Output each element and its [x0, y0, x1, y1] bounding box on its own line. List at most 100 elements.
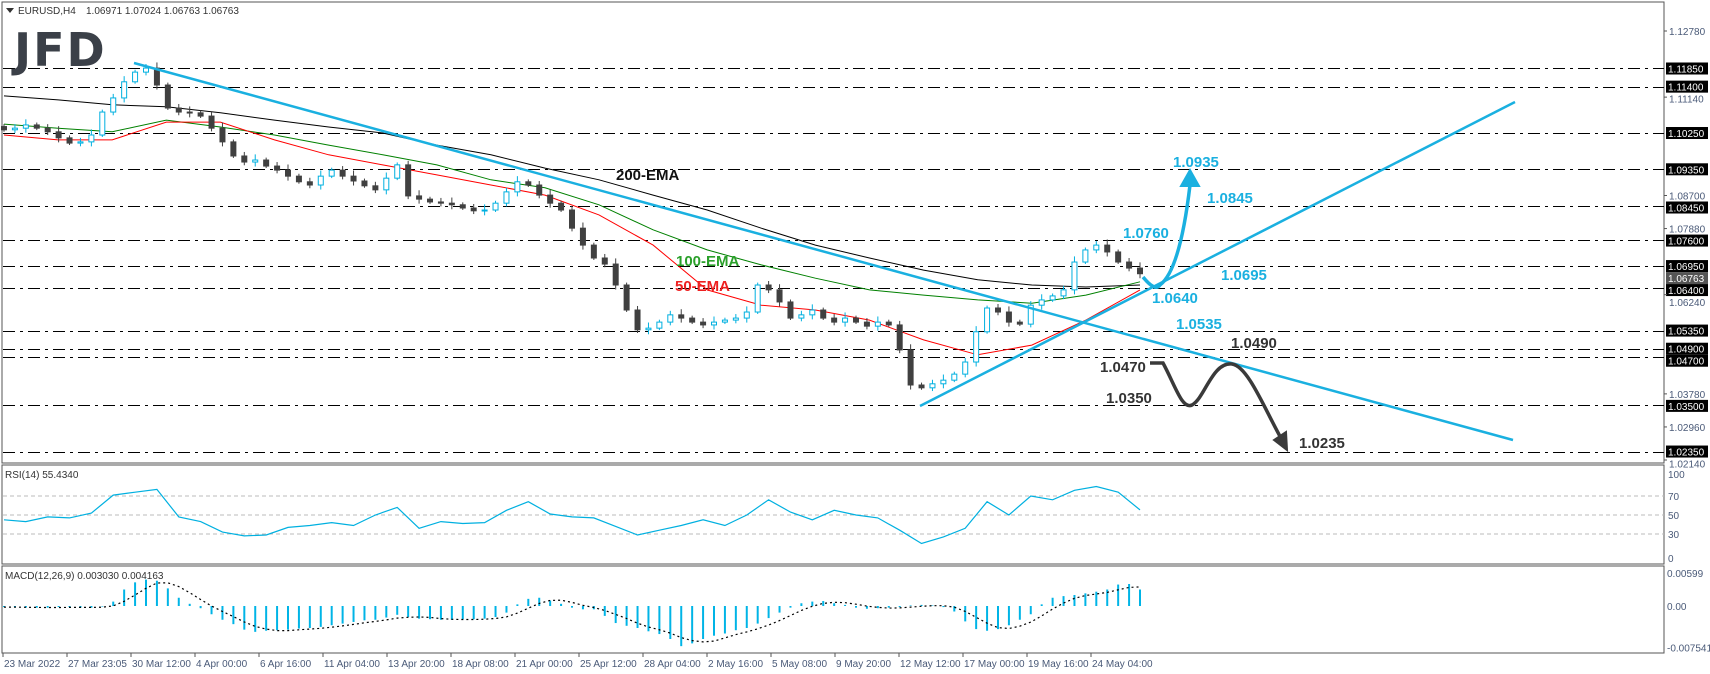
bearish-candle — [1137, 262, 1143, 279]
level-1.0470-label: 1.0470 — [1100, 359, 1146, 376]
candle-body — [492, 202, 499, 211]
rsi-tick-label: 0 — [1668, 554, 1674, 565]
candle-body — [984, 307, 991, 333]
bullish-candle — [492, 200, 499, 212]
candle-body — [678, 314, 685, 319]
bearish-candle — [470, 203, 477, 215]
uptrend-line[interactable] — [919, 100, 1516, 408]
candle-body — [295, 175, 302, 183]
bullish-candle — [929, 379, 936, 392]
candle-body — [590, 244, 597, 259]
candle-body — [831, 317, 838, 323]
bullish-candle — [1071, 256, 1078, 295]
bullish-candle — [1049, 293, 1056, 302]
candle-body — [547, 194, 554, 204]
candle-body — [459, 204, 466, 209]
triangle-down-icon[interactable] — [6, 8, 14, 13]
price-tick-label: 1.12780 — [1669, 27, 1706, 38]
candle-body — [1093, 244, 1100, 251]
bearish-candle — [372, 181, 379, 194]
candle-body — [700, 321, 707, 326]
downtrend-line[interactable] — [133, 61, 1514, 442]
candle-body — [1060, 289, 1067, 297]
ema200-label: 200-EMA — [616, 167, 680, 184]
ema-line-200-ema — [3, 95, 1141, 288]
bearish-candle — [820, 307, 827, 321]
candle-body — [219, 127, 226, 143]
level-price-tag — [1666, 260, 1708, 273]
macd-tick-label: 0.00599 — [1667, 569, 1704, 580]
macd-pane[interactable] — [1, 565, 1665, 654]
level-price-tag — [1666, 62, 1708, 75]
candle-body — [973, 331, 980, 363]
bearish-candle — [579, 222, 586, 250]
time-tick-label: 21 Apr 00:00 — [516, 659, 573, 670]
bearish-candle — [700, 318, 707, 329]
bullish-candle — [132, 69, 139, 84]
candle-body — [1082, 249, 1089, 263]
candle-body — [274, 165, 281, 171]
bullish-candle — [874, 316, 881, 331]
bullish-candle — [514, 176, 521, 197]
bearish-candle — [831, 314, 838, 326]
rsi-line — [3, 485, 1141, 545]
macd-tick-label: -0.007541 — [1667, 643, 1710, 654]
bullish-candle — [481, 204, 488, 216]
ema100-label: 100-EMA — [676, 253, 740, 270]
candle-body — [66, 137, 73, 144]
candle-body — [863, 321, 870, 327]
level-1.0535-label: 1.0535 — [1176, 316, 1222, 333]
candle-body — [612, 263, 619, 286]
candle-body — [776, 289, 783, 303]
bearish-candle — [896, 320, 903, 354]
price-pane[interactable] — [1, 1, 1665, 464]
bearish-candle — [44, 124, 51, 136]
bearish-candle — [241, 151, 248, 166]
bearish-candle — [350, 170, 357, 186]
bearish-candle — [634, 305, 641, 333]
level-price-tag — [1666, 445, 1708, 458]
target-1.0935-label: 1.0935 — [1173, 154, 1219, 171]
time-tick-label: 2 May 16:00 — [708, 659, 763, 670]
candle-body — [394, 164, 401, 179]
bearish-candle — [787, 299, 794, 321]
candle-body — [143, 67, 149, 73]
candle-body — [1, 126, 7, 131]
level-price-tag — [1666, 163, 1708, 176]
candle-body — [175, 107, 182, 113]
bearish-candle — [623, 282, 630, 312]
candle-body — [569, 209, 575, 229]
level-price-tag — [1666, 399, 1708, 412]
level-price-label: 1.10250 — [1668, 129, 1705, 140]
bearish-candle — [1, 124, 7, 132]
bullish-candle — [743, 306, 750, 323]
candle-body — [918, 384, 925, 389]
bearish-candle — [525, 179, 532, 187]
bullish-candle — [1082, 247, 1089, 264]
bearish-candle — [569, 205, 575, 232]
bullish-candle — [951, 371, 958, 383]
candle-body — [809, 309, 816, 316]
level-price-label: 1.04900 — [1668, 345, 1705, 356]
bullish-candle — [1093, 241, 1100, 254]
candle-body — [787, 301, 794, 319]
bullish-candle — [503, 187, 510, 207]
candle-body — [907, 349, 914, 386]
candle-body — [252, 159, 259, 163]
bullish-candle — [798, 310, 805, 322]
level-price-label: 1.07600 — [1668, 237, 1705, 248]
candle-body — [1126, 261, 1133, 269]
candle-body — [1115, 251, 1122, 263]
rsi-tick-label: 70 — [1668, 492, 1680, 503]
bearish-candle — [274, 162, 281, 174]
candle-body — [1005, 311, 1012, 323]
bearish-candle — [208, 112, 215, 132]
bullish-candle — [656, 319, 663, 331]
candle-body — [306, 181, 313, 186]
bullish-candle — [99, 109, 106, 137]
price-tick-label: 1.11140 — [1669, 95, 1704, 106]
bearish-candle — [601, 253, 608, 268]
bearish-candle — [164, 82, 171, 110]
bullish-candle — [721, 317, 728, 325]
